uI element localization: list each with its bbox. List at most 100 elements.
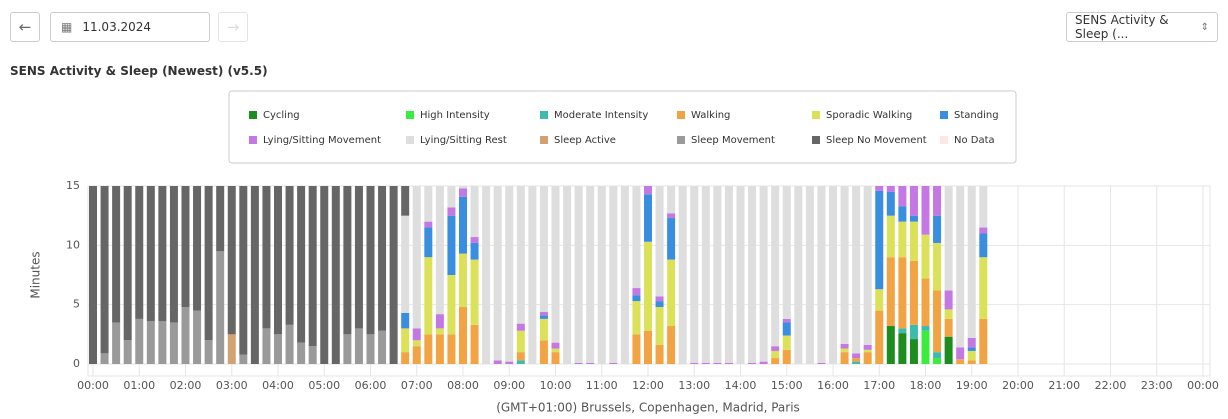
bar-segment — [412, 328, 421, 341]
forward-button[interactable]: → — [218, 12, 248, 42]
x-tick-label: 07:00 — [401, 379, 433, 392]
bar-segment — [539, 315, 548, 319]
bar-segment — [447, 275, 456, 335]
x-tick-label: 02:00 — [170, 379, 202, 392]
bar-segment — [516, 330, 525, 353]
bar-segment — [817, 362, 826, 364]
bar-segment — [539, 340, 548, 364]
bar-segment — [89, 186, 97, 364]
bar-segment — [435, 328, 444, 335]
legend-label: High Intensity — [420, 110, 490, 121]
bar-segment — [886, 326, 895, 364]
bar-segment — [898, 333, 907, 364]
date-input[interactable]: ▦ 11.03.2024 — [50, 12, 210, 42]
bar-segment — [875, 310, 884, 364]
bar-segment — [401, 352, 410, 364]
bar-segment — [944, 186, 953, 291]
x-tick-label: 14:00 — [725, 379, 757, 392]
legend-swatch — [249, 136, 257, 144]
bar-segment — [967, 186, 976, 338]
bar-segment — [736, 186, 745, 364]
bar-segment — [435, 186, 444, 315]
bar-segment — [863, 349, 872, 353]
bar-segment — [933, 186, 942, 216]
bar-segment — [274, 186, 282, 335]
bar-segment — [366, 186, 375, 335]
bar-segment — [412, 340, 421, 347]
bar-segment — [297, 186, 306, 343]
legend-swatch — [540, 136, 548, 144]
bar-segment — [632, 295, 641, 302]
bar-segment — [482, 186, 491, 364]
x-tick-label: 10:00 — [540, 379, 572, 392]
bar-segment — [690, 362, 699, 364]
bar-segment — [644, 186, 652, 195]
bar-segment — [863, 186, 872, 346]
bar-segment — [852, 361, 861, 364]
legend-swatch — [940, 136, 948, 144]
bar-segment — [863, 345, 872, 350]
bar-segment — [690, 186, 699, 363]
bar-segment — [771, 346, 780, 351]
bar-segment — [262, 328, 271, 364]
bar-segment — [459, 253, 467, 308]
bar-segment — [782, 186, 791, 319]
bar-segment — [112, 186, 121, 323]
bar-segment — [898, 221, 907, 258]
bar-segment — [771, 186, 780, 347]
bar-segment — [470, 242, 479, 260]
bar-segment — [470, 324, 479, 364]
bar-segment — [748, 362, 757, 364]
legend-label: Cycling — [263, 110, 300, 121]
bar-segment — [250, 186, 259, 364]
bar-segment — [401, 312, 410, 329]
bar-segment — [667, 218, 676, 260]
x-tick-label: 09:00 — [493, 379, 525, 392]
bar-segment — [354, 328, 363, 364]
dataset-select[interactable]: SENS Activity & Sleep (... ⇕ — [1066, 12, 1218, 42]
bar-segment — [274, 334, 282, 364]
bar-segment — [840, 352, 849, 364]
bar-segment — [516, 186, 525, 324]
bar-segment — [967, 360, 976, 364]
bar-segment — [586, 362, 595, 364]
bar-segment — [551, 352, 560, 364]
bar-segment — [667, 213, 676, 219]
bar-segment — [921, 186, 930, 235]
bar-segment — [112, 322, 121, 364]
bar-segment — [100, 353, 109, 364]
bar-segment — [308, 186, 317, 347]
x-tick-label: 13:00 — [678, 379, 710, 392]
legend-label: Sporadic Walking — [826, 110, 912, 121]
bar-segment — [655, 301, 664, 308]
bar-segment — [655, 186, 664, 297]
bar-segment — [424, 186, 433, 222]
bar-segment — [123, 340, 132, 364]
legend-swatch — [249, 111, 257, 119]
bar-segment — [898, 257, 907, 329]
x-tick-label: 00:00 — [77, 379, 109, 392]
bar-segment — [551, 348, 560, 353]
bar-segment — [909, 324, 918, 340]
bar-segment — [852, 186, 861, 354]
legend-swatch — [812, 111, 820, 119]
back-button[interactable]: ← — [10, 12, 40, 42]
bar-segment — [956, 186, 965, 348]
x-tick-label: 22:00 — [1095, 379, 1127, 392]
bar-segment — [863, 352, 872, 364]
bar-segment — [470, 237, 479, 243]
x-tick-label: 06:00 — [355, 379, 387, 392]
legend-label: Sleep No Movement — [826, 135, 927, 146]
x-tick-label: 20:00 — [1002, 379, 1034, 392]
bar-segment — [366, 334, 375, 364]
bar-segment — [632, 301, 641, 335]
bar-segment — [227, 334, 236, 364]
bar-segment — [435, 334, 444, 364]
x-tick-label: 05:00 — [308, 379, 340, 392]
legend-swatch — [406, 136, 414, 144]
bar-segment — [401, 215, 410, 313]
bar-segment — [840, 186, 849, 344]
legend-swatch — [406, 111, 414, 119]
bar-segment — [181, 307, 190, 364]
bar-segment — [204, 340, 213, 364]
